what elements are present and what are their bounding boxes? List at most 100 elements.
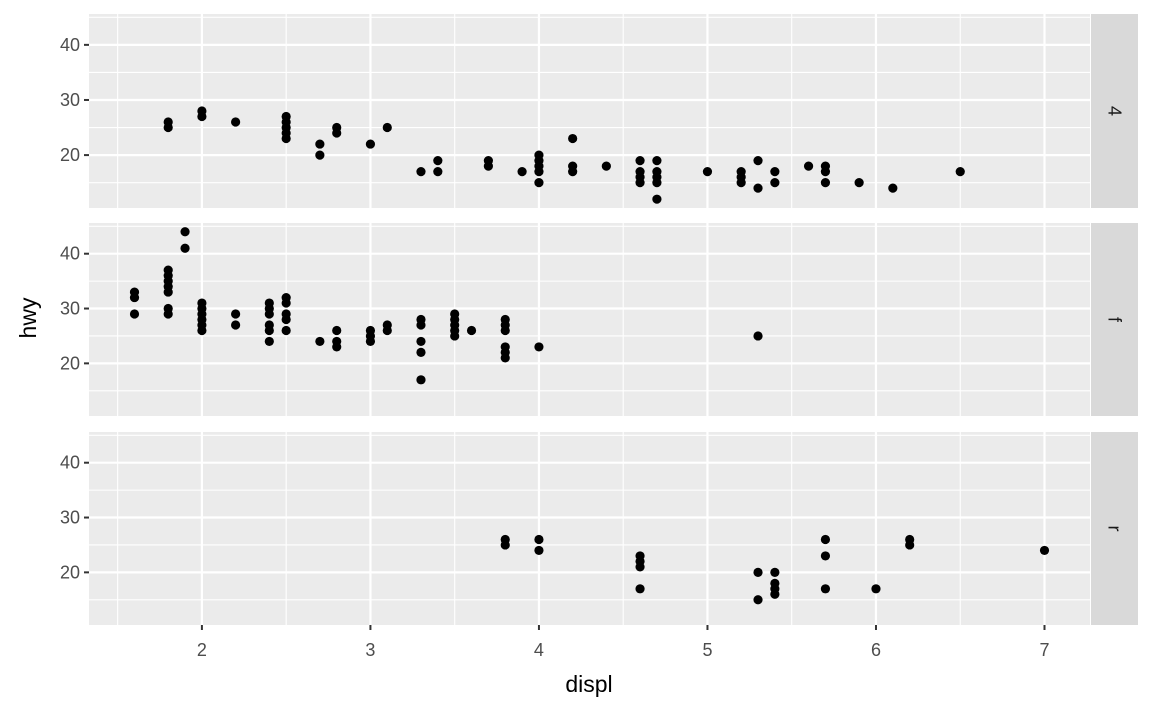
- data-point: [820, 534, 831, 545]
- data-point: [281, 325, 291, 336]
- data-point: [281, 314, 291, 325]
- data-point: [315, 150, 325, 160]
- y-axis-title: hwy: [15, 297, 41, 338]
- data-point: [534, 167, 544, 177]
- data-point: [635, 584, 645, 594]
- data-point: [702, 167, 713, 177]
- data-point: [416, 375, 426, 385]
- data-point: [500, 353, 510, 363]
- data-point: [568, 167, 578, 177]
- data-point: [180, 227, 190, 237]
- data-point: [315, 139, 325, 149]
- data-point: [450, 331, 460, 341]
- data-point: [466, 325, 477, 336]
- x-tick-label: 6: [871, 640, 881, 660]
- facet-strip-label: r: [1105, 526, 1125, 532]
- data-point: [770, 178, 780, 188]
- x-tick-label: 2: [197, 640, 207, 660]
- facet-strip: [1091, 14, 1138, 208]
- facet-strip: [1091, 432, 1138, 625]
- panel-background: [89, 223, 1090, 416]
- data-point: [197, 111, 207, 122]
- data-point: [820, 551, 831, 561]
- data-point: [365, 139, 376, 149]
- data-point: [163, 122, 173, 133]
- data-point: [534, 178, 544, 188]
- data-point: [416, 320, 426, 330]
- data-point: [803, 161, 814, 171]
- data-point: [231, 117, 241, 127]
- data-point: [517, 167, 527, 177]
- data-point: [635, 562, 645, 572]
- y-tick-label: 20: [60, 353, 80, 373]
- data-point: [433, 167, 443, 177]
- data-point: [500, 540, 510, 550]
- data-point: [382, 325, 392, 336]
- data-point: [955, 167, 965, 177]
- y-tick-label: 30: [60, 508, 80, 528]
- data-point: [770, 589, 780, 599]
- facet-strip: [1091, 223, 1138, 416]
- data-point: [500, 325, 510, 336]
- data-point: [416, 347, 426, 357]
- data-point: [753, 183, 763, 193]
- x-tick-label: 7: [1039, 640, 1049, 660]
- x-axis-title: displ: [565, 671, 612, 697]
- data-point: [433, 156, 443, 166]
- data-point: [332, 128, 342, 138]
- data-point: [871, 584, 881, 594]
- data-point: [163, 287, 173, 297]
- data-point: [197, 325, 207, 336]
- data-point: [753, 595, 763, 605]
- data-point: [652, 194, 662, 204]
- data-point: [483, 161, 493, 171]
- data-point: [231, 320, 241, 330]
- x-tick-label: 4: [534, 640, 544, 660]
- data-point: [1039, 545, 1050, 556]
- y-tick-label: 40: [60, 453, 80, 473]
- y-tick-label: 30: [60, 90, 80, 110]
- data-point: [281, 133, 291, 144]
- data-point: [652, 178, 662, 188]
- data-point: [534, 342, 544, 352]
- data-point: [753, 331, 763, 341]
- data-point: [315, 336, 325, 347]
- data-point: [753, 567, 763, 577]
- data-point: [180, 243, 190, 253]
- data-point: [534, 545, 544, 556]
- facet-strip-label: f: [1105, 317, 1125, 323]
- data-point: [382, 122, 392, 133]
- data-point: [753, 156, 763, 166]
- data-point: [854, 178, 864, 188]
- data-point: [281, 298, 291, 308]
- data-point: [332, 342, 342, 352]
- data-point: [820, 584, 831, 594]
- data-point: [635, 156, 645, 166]
- data-point: [905, 540, 915, 550]
- data-point: [568, 133, 578, 144]
- panel-background: [89, 14, 1090, 208]
- data-point: [129, 292, 140, 303]
- data-point: [365, 336, 376, 347]
- facet-strip-label: 4: [1105, 106, 1125, 116]
- data-point: [129, 309, 140, 319]
- data-point: [770, 567, 780, 577]
- data-point: [332, 325, 342, 336]
- x-tick-label: 5: [702, 640, 712, 660]
- data-point: [264, 325, 274, 336]
- y-tick-label: 40: [60, 244, 80, 264]
- panel-background: [89, 432, 1090, 625]
- data-point: [163, 309, 173, 319]
- data-point: [601, 161, 611, 171]
- data-point: [264, 309, 274, 319]
- y-tick-label: 20: [60, 145, 80, 165]
- data-point: [416, 336, 426, 347]
- data-point: [770, 167, 780, 177]
- data-point: [264, 336, 274, 347]
- data-point: [416, 167, 426, 177]
- data-point: [635, 178, 645, 188]
- y-tick-label: 40: [60, 35, 80, 55]
- y-tick-label: 20: [60, 562, 80, 582]
- data-point: [534, 534, 544, 545]
- data-point: [820, 167, 831, 177]
